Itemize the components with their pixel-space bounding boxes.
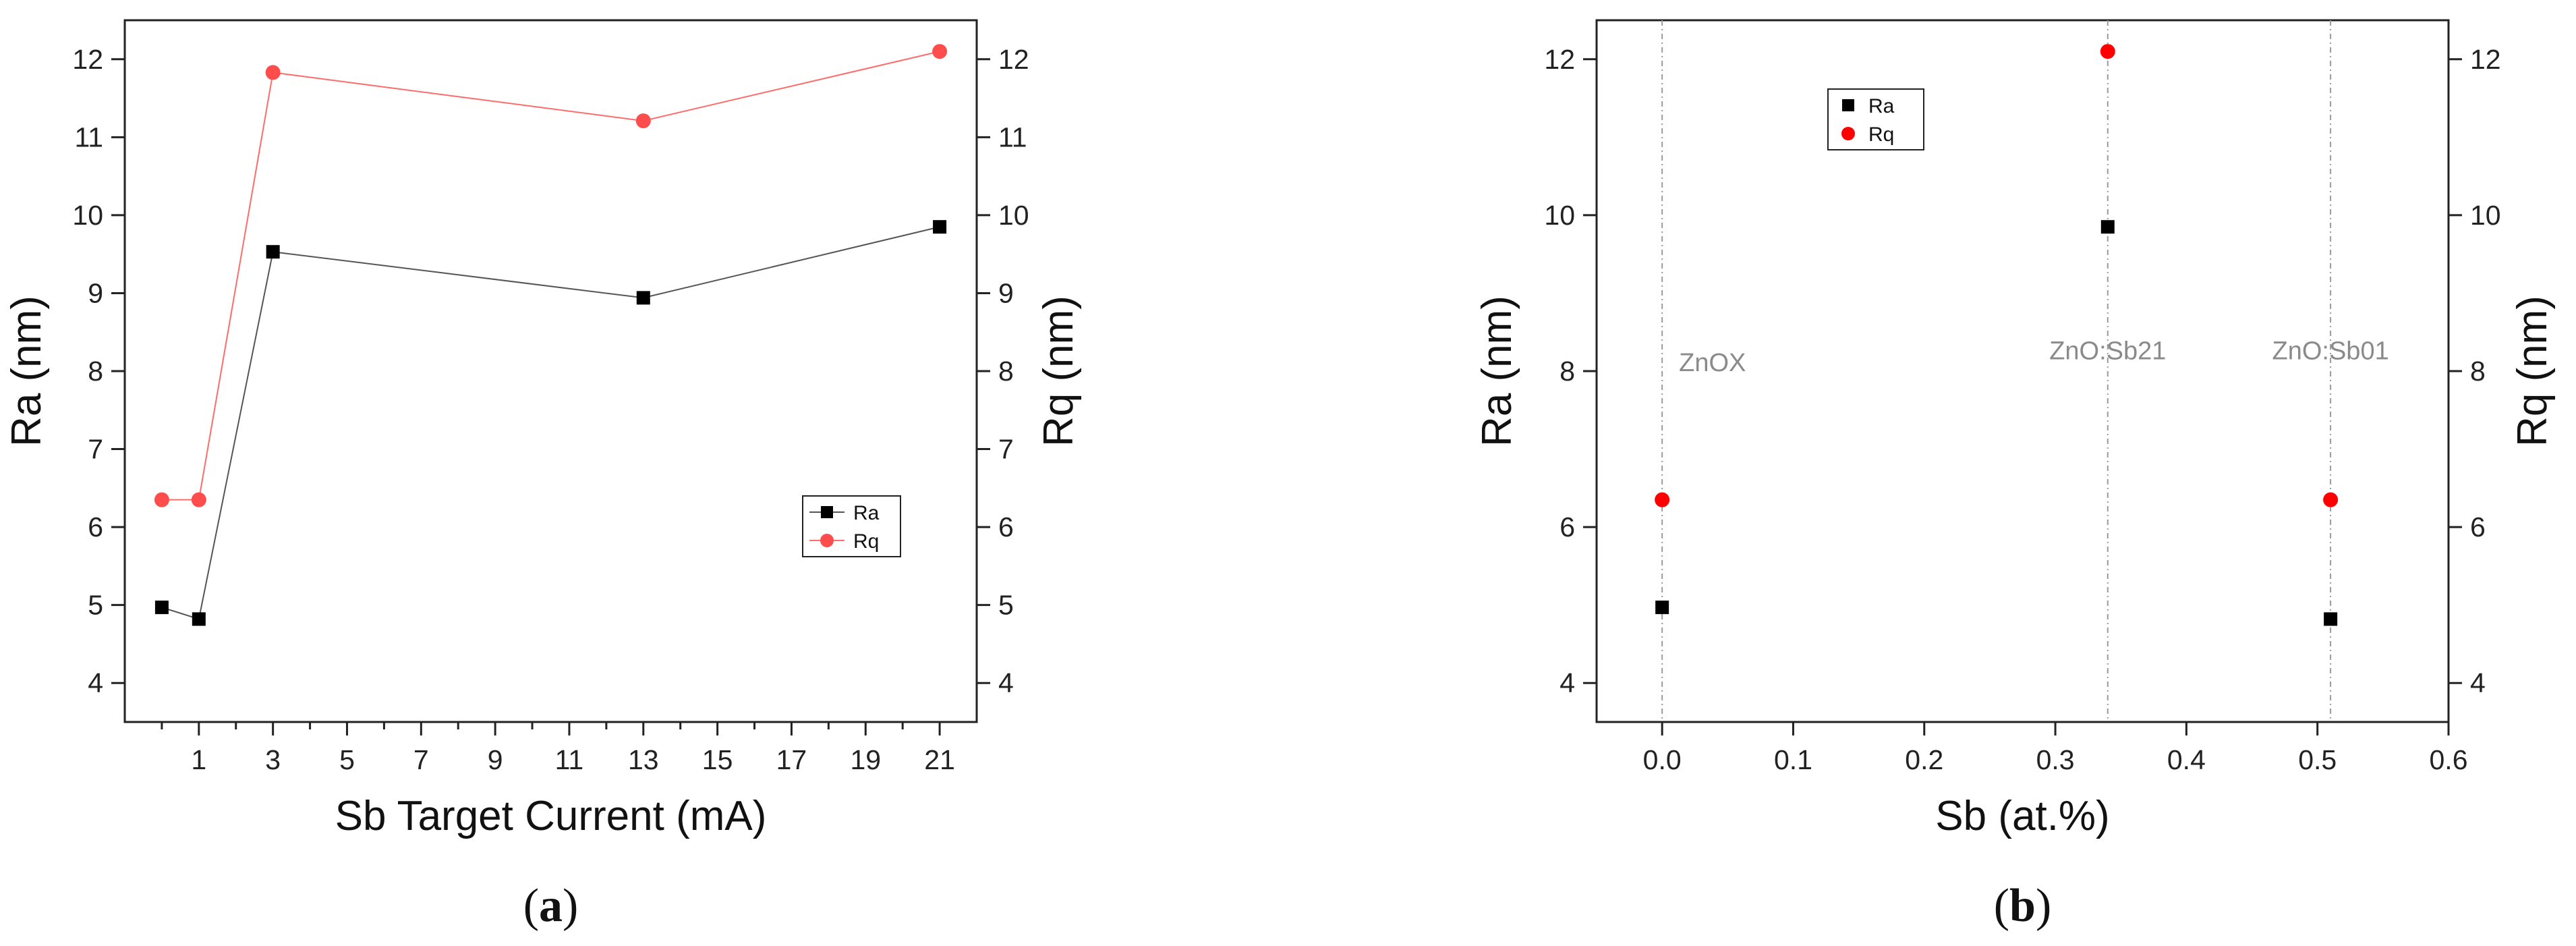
y-tick-label: 9 <box>88 277 103 308</box>
y2-tick-label: 12 <box>2470 44 2501 75</box>
data-point-rq <box>191 492 206 507</box>
y-tick-label: 12 <box>1544 44 1575 75</box>
series-line-ra <box>161 226 940 620</box>
data-point-ra <box>266 245 280 259</box>
data-point-rq <box>932 44 948 59</box>
y-tick-label: 4 <box>88 667 103 698</box>
y2-tick-label: 9 <box>998 277 1014 308</box>
x-tick-label: 15 <box>702 744 733 775</box>
x-tick-label: 0.3 <box>2036 744 2075 775</box>
legend-marker <box>1841 127 1855 140</box>
x-tick-label: 0.1 <box>1774 744 1812 775</box>
y2-axis-title: Rq (nm) <box>2509 296 2556 447</box>
annotation-label: ZnO:Sb21 <box>2049 337 2166 366</box>
plot-frame <box>123 19 978 723</box>
y-tick-label: 4 <box>1559 667 1575 698</box>
y2-tick-label: 6 <box>2470 511 2486 542</box>
y2-tick-label: 10 <box>998 200 1029 231</box>
annotation-label: ZnOX <box>1679 349 1746 377</box>
data-point-ra <box>933 220 947 234</box>
y-axis-title: Ra (nm) <box>1474 296 1520 447</box>
legend-label: Ra <box>1868 95 1895 117</box>
y-tick-label: 6 <box>1559 511 1575 542</box>
x-tick-label: 13 <box>628 744 659 775</box>
data-point-rq <box>265 65 281 80</box>
y-tick-label: 7 <box>88 434 103 465</box>
panel-label-letter: b <box>2009 880 2036 932</box>
x-tick-label: 0.5 <box>2298 744 2337 775</box>
x-tick-label: 5 <box>339 744 355 775</box>
panel-b-chart: 0.0 0.1 0.2 0.3 0.4 0.5 0.6 4 4 6 6 8 8 10 10 12 12 Sb (a… <box>1474 19 2556 932</box>
x-tick-label: 0.2 <box>1905 744 1943 775</box>
y2-tick-label: 12 <box>998 44 1029 75</box>
y-tick-label: 10 <box>1544 200 1575 231</box>
x-tick-label: 3 <box>265 744 281 775</box>
data-point-rq <box>635 113 651 129</box>
y2-tick-label: 8 <box>998 356 1014 387</box>
legend-label: Rq <box>853 530 879 553</box>
data-point-ra <box>636 291 650 305</box>
data-point-rq <box>2323 492 2339 507</box>
legend-label: Rq <box>1868 123 1894 146</box>
x-axis-title: Sb (at.%) <box>1935 793 2109 839</box>
data-point-ra <box>1655 601 1669 615</box>
x-tick-label: 0.6 <box>2430 744 2468 775</box>
data-point-ra <box>154 601 169 615</box>
panel-label-open: ( <box>1994 880 2009 932</box>
y2-tick-label: 5 <box>998 590 1014 621</box>
legend-marker <box>821 506 833 518</box>
legend-marker <box>820 534 834 547</box>
y2-tick-label: 4 <box>998 667 1014 698</box>
x-tick-label: 11 <box>555 744 584 775</box>
y-tick-label: 5 <box>88 590 103 621</box>
panel-label-open: ( <box>523 880 539 932</box>
data-point-ra <box>2100 220 2115 234</box>
panel-label-close: ) <box>2036 880 2051 932</box>
y2-tick-label: 4 <box>2470 667 2486 698</box>
x-tick-label: 7 <box>413 744 429 775</box>
y2-tick-label: 11 <box>998 121 1027 152</box>
panel-label-close: ) <box>563 880 578 932</box>
y2-tick-label: 7 <box>998 434 1014 465</box>
data-point-rq <box>1655 492 1670 507</box>
y-axis-title: Ra (nm) <box>3 296 50 447</box>
y2-tick-label: 10 <box>2470 200 2501 231</box>
y-tick-label: 8 <box>1559 356 1575 387</box>
x-tick-label: 9 <box>488 744 503 775</box>
panel-label: (b) <box>1994 880 2052 932</box>
annotation-label: ZnO:Sb01 <box>2272 337 2389 366</box>
x-tick-label: 1 <box>191 744 206 775</box>
series-line-rq <box>161 51 940 501</box>
y2-tick-label: 8 <box>2470 356 2486 387</box>
x-tick-label: 0.4 <box>2167 744 2206 775</box>
x-tick-label: 17 <box>776 744 807 775</box>
data-point-ra <box>192 612 206 626</box>
y-tick-label: 11 <box>74 121 103 152</box>
y2-axis-title: Rq (nm) <box>1035 296 1082 447</box>
data-point-rq <box>154 492 169 507</box>
y-tick-label: 12 <box>72 44 103 75</box>
panel-label: (a) <box>523 880 579 932</box>
x-tick-label: 0.0 <box>1643 744 1682 775</box>
y-tick-label: 10 <box>72 200 103 231</box>
data-point-ra <box>2324 612 2338 626</box>
x-tick-label: 21 <box>924 744 955 775</box>
x-tick-label: 19 <box>850 744 881 775</box>
legend-box <box>802 495 901 557</box>
y-tick-label: 8 <box>88 356 103 387</box>
legend-label: Ra <box>853 502 880 524</box>
data-point-rq <box>2100 44 2115 59</box>
panel-label-letter: a <box>539 880 563 932</box>
y2-tick-label: 6 <box>998 511 1014 542</box>
y-tick-label: 6 <box>88 511 103 542</box>
x-axis-title: Sb Target Current (mA) <box>335 793 767 839</box>
legend-marker <box>1842 99 1854 111</box>
